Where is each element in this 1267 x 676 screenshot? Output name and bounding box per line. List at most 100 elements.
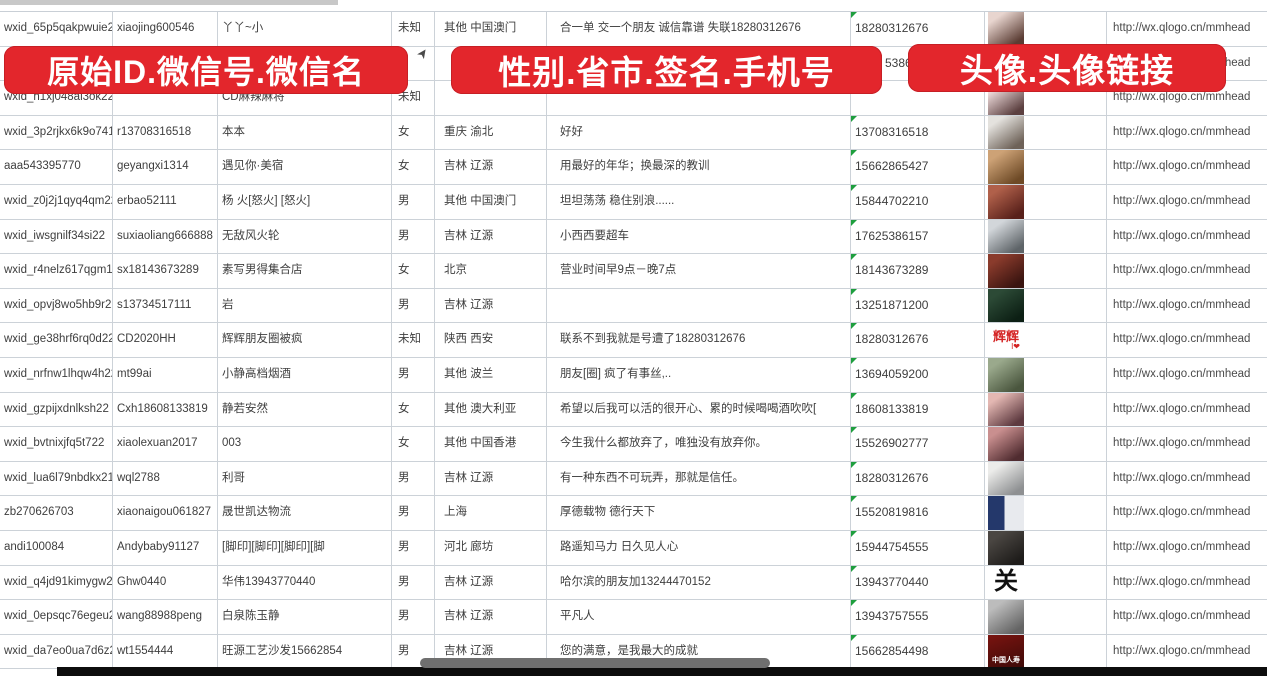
cell-original-id[interactable]: andi100084 <box>0 530 113 565</box>
cell-gender[interactable]: 男 <box>392 184 435 219</box>
cell-avatar[interactable]: 辉辉 I❤ <box>985 323 1107 357</box>
cell-wechat-name[interactable]: 晟世凯达物流 <box>218 496 392 530</box>
cell-avatar-url[interactable]: http://wx.qlogo.cn/mmhead <box>1113 437 1251 450</box>
cell-avatar[interactable] <box>985 12 1107 46</box>
cell-wechat-id[interactable]: wt1554444 <box>113 634 218 669</box>
cell-signature[interactable]: 营业时间早9点－晚7点 <box>547 254 851 288</box>
cell-wechat-id[interactable]: s13734517111 <box>113 288 218 323</box>
cell-province-city[interactable]: 上海 <box>435 496 547 530</box>
cell-avatar[interactable] <box>985 219 1107 254</box>
cell-avatar[interactable] <box>985 600 1107 634</box>
cell-province-city[interactable]: 吉林 辽源 <box>435 150 547 184</box>
cell-avatar-url[interactable]: http://wx.qlogo.cn/mmhead <box>1113 160 1251 173</box>
cell-phone-number[interactable]: 17625386157 <box>851 219 985 254</box>
cell-original-id[interactable]: wxid_nrfnw1lhqw4h22 <box>0 357 113 392</box>
cell-signature[interactable]: 今生我什么都放弃了，唯独没有放弃你。 <box>547 427 851 461</box>
cell-wechat-id[interactable]: mt99ai <box>113 357 218 392</box>
cell-phone-number[interactable]: 18280312676 <box>851 12 985 46</box>
cell-avatar-url[interactable]: http://wx.qlogo.cn/mmhead <box>1113 367 1251 380</box>
cell-gender[interactable]: 女 <box>392 392 435 427</box>
cell-phone-number[interactable] <box>851 81 985 115</box>
cell-original-id[interactable]: wxid_lua6l79nbdkx21 <box>0 461 113 496</box>
horizontal-scrollbar-thumb[interactable] <box>420 658 770 668</box>
cell-signature[interactable]: 合一单 交一个朋友 诚信靠谱 失联18280312676 <box>547 12 851 46</box>
cell-avatar[interactable] <box>985 427 1107 461</box>
cell-signature[interactable]: 平凡人 <box>547 600 851 634</box>
cell-original-id[interactable]: wxid_opvj8wo5hb9r22 <box>0 288 113 323</box>
cell-phone-number[interactable]: 13708316518 <box>851 115 985 150</box>
cell-original-id[interactable]: wxid_3p2rjkx6k9o741 <box>0 115 113 150</box>
cell-wechat-id[interactable]: erbao52111 <box>113 184 218 219</box>
cell-wechat-id[interactable]: r13708316518 <box>113 115 218 150</box>
cell-gender[interactable]: 男 <box>392 496 435 530</box>
cell-gender[interactable]: 男 <box>392 461 435 496</box>
cell-avatar-url[interactable]: http://wx.qlogo.cn/mmhead <box>1113 194 1251 207</box>
cell-wechat-name[interactable]: 丫丫~小 <box>218 12 392 46</box>
cell-signature[interactable]: 希望以后我可以活的很开心、累的时候喝喝酒吹吹[ <box>547 392 851 427</box>
cell-wechat-name[interactable]: 旺源工艺沙发15662854 <box>218 634 392 669</box>
cell-avatar[interactable] <box>985 115 1107 150</box>
cell-gender[interactable]: 女 <box>392 150 435 184</box>
cell-avatar[interactable]: 中国人寿 <box>985 634 1107 669</box>
cell-wechat-id[interactable]: wang88988peng <box>113 600 218 634</box>
cell-signature[interactable]: 路遥知马力 日久见人心 <box>547 530 851 565</box>
cell-original-id[interactable]: zb270626703 <box>0 496 113 530</box>
cell-signature[interactable]: 小西西要超车 <box>547 219 851 254</box>
cell-province-city[interactable]: 河北 廊坊 <box>435 530 547 565</box>
cell-avatar[interactable] <box>985 288 1107 323</box>
cell-signature[interactable]: 朋友[圈] 疯了有事丝,.. <box>547 357 851 392</box>
cell-original-id[interactable]: wxid_iwsgnilf34si22 <box>0 219 113 254</box>
cell-signature[interactable]: 坦坦荡荡 稳住别浪...... <box>547 184 851 219</box>
cell-avatar[interactable]: 关 <box>985 565 1107 600</box>
cell-avatar-url[interactable]: http://wx.qlogo.cn/mmhead <box>1113 610 1251 623</box>
cell-gender[interactable]: 未知 <box>392 12 435 46</box>
cell-phone-number[interactable]: 13943770440 <box>851 565 985 600</box>
cell-phone-number[interactable]: 15520819816 <box>851 496 985 530</box>
cell-gender[interactable]: 未知 <box>392 323 435 357</box>
cell-avatar-url[interactable]: http://wx.qlogo.cn/mmhead <box>1113 229 1251 242</box>
cell-wechat-id[interactable]: xiaojing600546 <box>113 12 218 46</box>
cell-province-city[interactable]: 吉林 辽源 <box>435 565 547 600</box>
cell-avatar-url[interactable]: http://wx.qlogo.cn/mmhead <box>1113 471 1251 484</box>
cell-signature[interactable]: 您的满意，是我最大的成就 <box>547 634 851 669</box>
cell-avatar-url[interactable]: http://wx.qlogo.cn/mmhead <box>1113 402 1251 415</box>
cell-gender[interactable]: 女 <box>392 115 435 150</box>
cell-avatar[interactable] <box>985 530 1107 565</box>
cell-gender[interactable]: 男 <box>392 357 435 392</box>
cell-province-city[interactable]: 其他 波兰 <box>435 357 547 392</box>
cell-province-city[interactable]: 其他 中国香港 <box>435 427 547 461</box>
cell-wechat-id[interactable]: wql2788 <box>113 461 218 496</box>
cell-avatar-url[interactable]: http://wx.qlogo.cn/mmhead <box>1113 125 1251 138</box>
cell-avatar-url[interactable]: http://wx.qlogo.cn/mmhead <box>1113 22 1251 34</box>
cell-wechat-id[interactable]: sx18143673289 <box>113 254 218 288</box>
cell-signature[interactable]: 哈尔滨的朋友加13244470152 <box>547 565 851 600</box>
cell-province-city[interactable]: 其他 中国澳门 <box>435 184 547 219</box>
cell-wechat-id[interactable]: CD2020HH <box>113 323 218 357</box>
cell-province-city[interactable]: 吉林 辽源 <box>435 219 547 254</box>
cell-phone-number[interactable]: 18608133819 <box>851 392 985 427</box>
cell-wechat-name[interactable]: 本本 <box>218 115 392 150</box>
cell-phone-number[interactable]: 15662865427 <box>851 150 985 184</box>
cell-avatar-url[interactable]: http://wx.qlogo.cn/mmhead <box>1113 298 1251 311</box>
cell-wechat-name[interactable]: 杨 火[怒火] [怒火] <box>218 184 392 219</box>
cell-wechat-id[interactable]: xiaolexuan2017 <box>113 427 218 461</box>
cell-province-city[interactable]: 北京 <box>435 254 547 288</box>
cell-avatar[interactable] <box>985 496 1107 530</box>
cell-province-city[interactable]: 其他 澳大利亚 <box>435 392 547 427</box>
cell-wechat-name[interactable]: 小静高档烟酒 <box>218 357 392 392</box>
cell-gender[interactable]: 女 <box>392 254 435 288</box>
cell-phone-number[interactable]: 13251871200 <box>851 288 985 323</box>
cell-original-id[interactable]: wxid_h1xj048al3ok22 <box>0 81 113 115</box>
cell-wechat-id[interactable]: Andybaby91127 <box>113 530 218 565</box>
cell-province-city[interactable]: 吉林 辽源 <box>435 461 547 496</box>
cell-original-id[interactable]: wxid_r4nelz617qgm12 <box>0 254 113 288</box>
cell-wechat-name[interactable]: 无敌风火轮 <box>218 219 392 254</box>
cell-wechat-name[interactable]: 华伟13943770440 <box>218 565 392 600</box>
cell-original-id[interactable]: aaa543395770 <box>0 150 113 184</box>
cell-phone-number[interactable]: 15944754555 <box>851 530 985 565</box>
cell-wechat-id[interactable] <box>113 81 218 115</box>
cell-avatar-url[interactable]: http://wx.qlogo.cn/mmhead <box>1113 264 1251 277</box>
cell-signature[interactable] <box>547 288 851 323</box>
cell-gender[interactable]: 男 <box>392 288 435 323</box>
cell-wechat-id[interactable]: Cxh18608133819 <box>113 392 218 427</box>
